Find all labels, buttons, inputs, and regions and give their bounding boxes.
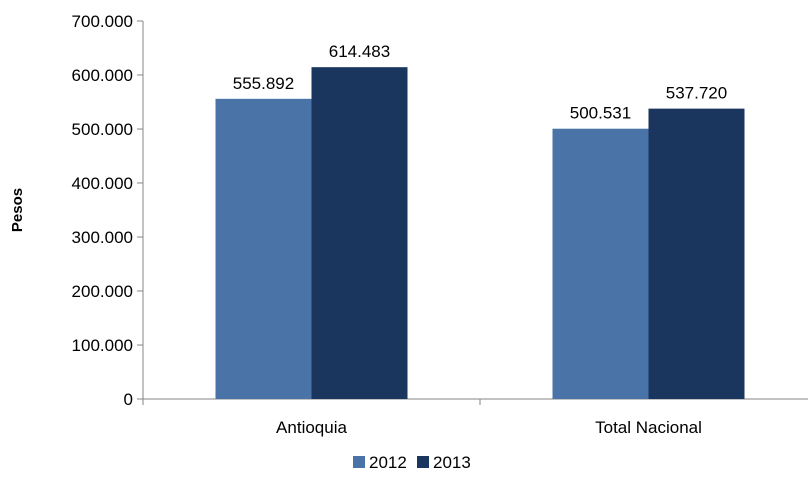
legend-label: 2012	[369, 453, 407, 472]
bar	[552, 128, 649, 399]
legend-swatch	[353, 456, 365, 468]
x-axis: Antioquia Total Nacional	[142, 398, 808, 437]
y-tick-label: 500.000	[72, 120, 133, 139]
y-tick-label: 700.000	[72, 12, 133, 31]
y-tick-label: 0	[124, 390, 133, 409]
bars	[215, 67, 745, 400]
data-label: 537.720	[666, 84, 727, 103]
legend-swatch	[417, 456, 429, 468]
data-label: 500.531	[570, 104, 631, 123]
y-tick-label: 200.000	[72, 282, 133, 301]
data-label: 614.483	[329, 42, 390, 61]
data-label: 555.892	[233, 74, 294, 93]
y-axis: 0 100.000 200.000 300.000 400.000 500.000 600.…	[72, 12, 144, 409]
bar	[311, 67, 408, 400]
legend: 2012 2013	[353, 453, 471, 472]
x-category-label: Total Nacional	[595, 418, 702, 437]
bar	[648, 108, 745, 400]
data-labels: 555.892 614.483 500.531 537.720	[233, 42, 727, 123]
y-tick-label: 600.000	[72, 66, 133, 85]
x-category-label: Antioquia	[276, 418, 347, 437]
legend-label: 2013	[433, 453, 471, 472]
y-tick-label: 400.000	[72, 174, 133, 193]
bar	[215, 98, 312, 399]
y-tick-label: 100.000	[72, 336, 133, 355]
y-tick-label: 300.000	[72, 228, 133, 247]
y-axis-label: Pesos	[9, 188, 26, 232]
